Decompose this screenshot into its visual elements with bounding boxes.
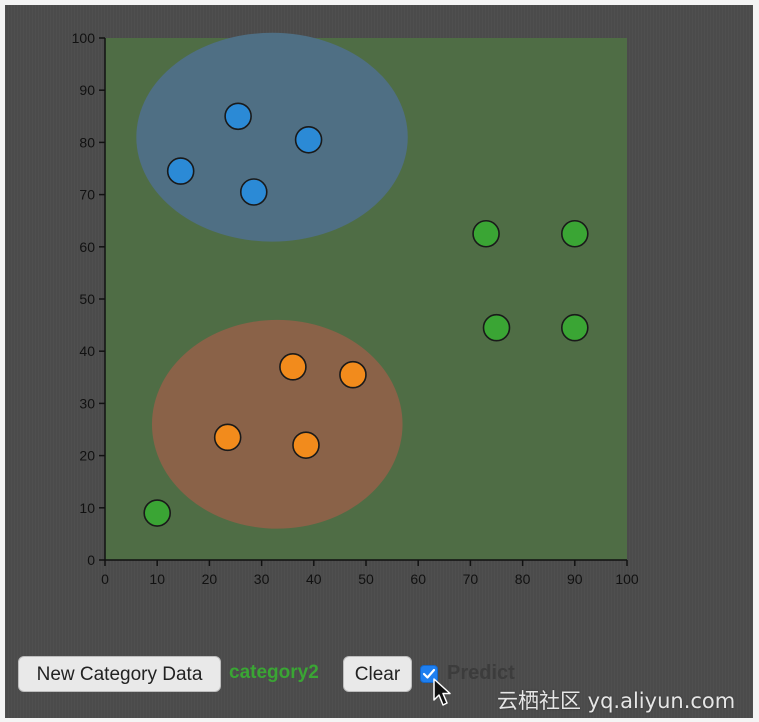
watermark: 云栖社区 yq.aliyun.com	[497, 689, 736, 713]
y-tick-label: 90	[79, 82, 95, 98]
checkmark-icon	[422, 668, 436, 679]
data-point-category1	[294, 125, 323, 154]
region-category1	[136, 32, 408, 242]
data-point-category2	[560, 313, 589, 342]
x-tick-label: 80	[515, 571, 531, 587]
y-tick-label: 80	[79, 134, 95, 150]
data-point-category1	[224, 102, 252, 131]
data-point-category2	[472, 219, 500, 248]
data-point-category2	[560, 219, 589, 248]
data-point-category3	[213, 423, 242, 452]
y-tick-label: 50	[79, 291, 95, 307]
x-tick-label: 100	[615, 571, 639, 587]
x-tick-label: 0	[101, 571, 109, 587]
data-point-category1	[239, 178, 268, 206]
clear-button[interactable]: Clear	[343, 656, 412, 692]
predict-label[interactable]: Predict	[447, 662, 515, 684]
region-category3	[151, 319, 403, 529]
x-tick-label: 30	[254, 571, 270, 587]
data-point-category3	[279, 353, 307, 381]
new-category-button[interactable]: New Category Data	[18, 656, 221, 692]
y-tick-label: 30	[79, 395, 95, 411]
x-tick-label: 90	[567, 571, 583, 587]
y-tick-label: 40	[79, 343, 95, 359]
y-tick-label: 60	[79, 239, 95, 255]
x-tick-label: 50	[358, 571, 374, 587]
data-point-category3	[292, 431, 320, 459]
axes: 0 10 20 30 40 50 60 70 80 90 100 0 10 20 30 40 50 60 70 80 9…	[72, 30, 639, 587]
y-tick-label: 10	[79, 500, 95, 516]
current-category-label: category2	[229, 662, 319, 683]
data-points	[143, 102, 589, 527]
x-tick-label: 20	[202, 571, 218, 587]
data-point-category2	[143, 499, 171, 527]
y-tick-label: 0	[87, 552, 95, 568]
mouse-pointer-icon	[433, 678, 451, 706]
data-point-category2	[482, 313, 511, 342]
y-tick-label: 20	[79, 448, 95, 464]
x-tick-label: 10	[149, 571, 165, 587]
x-tick-label: 70	[463, 571, 479, 587]
y-tick-label: 70	[79, 187, 95, 203]
y-tick-label: 100	[72, 30, 96, 46]
plot-area[interactable]	[105, 32, 627, 560]
x-tick-label: 60	[410, 571, 426, 587]
data-point-category3	[339, 360, 367, 389]
x-tick-label: 40	[306, 571, 322, 587]
data-point-category1	[166, 157, 195, 185]
